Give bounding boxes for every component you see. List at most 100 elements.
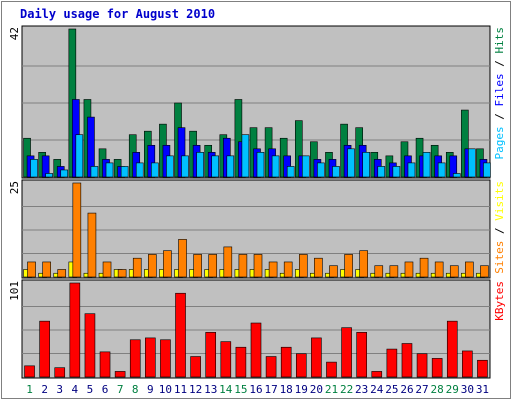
bar-sites-day-22 xyxy=(344,254,353,278)
y-max-label: 42 xyxy=(8,27,21,40)
bar-pages-day-24 xyxy=(377,166,386,178)
bar-kbytes-day-31 xyxy=(477,359,488,378)
legend-entry: Visits xyxy=(493,181,506,221)
bar-sites-day-28 xyxy=(434,261,444,278)
bar-pages-day-16 xyxy=(256,152,265,178)
bar-kbytes-day-19 xyxy=(295,353,307,378)
x-tick-label-day-19: 19 xyxy=(295,383,308,396)
bar-sites-day-11 xyxy=(178,239,187,278)
legend-entry: Pages xyxy=(493,126,506,159)
bar-pages-day-3 xyxy=(60,169,69,178)
x-tick-label-day-21: 21 xyxy=(325,383,338,396)
bar-pages-day-2 xyxy=(45,173,53,178)
x-tick-label-day-22: 22 xyxy=(340,383,353,396)
bar-sites-day-9 xyxy=(148,254,157,278)
bar-sites-day-5 xyxy=(87,212,97,278)
bar-kbytes-day-24 xyxy=(371,371,383,378)
bar-kbytes-day-23 xyxy=(356,332,367,378)
x-tick-label-day-3: 3 xyxy=(56,383,63,396)
panel-hits-files-pages: 42 Pages / Files / Hits xyxy=(8,25,506,179)
legend-kbytes: KBytes xyxy=(493,281,506,321)
bar-kbytes-day-18 xyxy=(280,346,292,378)
bar-sites-day-8 xyxy=(132,257,142,278)
x-tick-label-day-26: 26 xyxy=(400,383,413,396)
bar-sites-day-19 xyxy=(298,254,308,278)
bar-sites-day-3 xyxy=(57,269,67,278)
bar-pages-day-7 xyxy=(120,166,129,178)
bar-pages-day-25 xyxy=(392,166,401,178)
bar-kbytes-day-11 xyxy=(175,292,186,378)
x-tick-label-day-20: 20 xyxy=(310,383,323,396)
legend-entry: Hits xyxy=(493,27,506,54)
bar-sites-day-7 xyxy=(117,269,127,278)
bar-kbytes-day-27 xyxy=(416,353,428,378)
x-tick-label-day-31: 31 xyxy=(476,383,489,396)
bar-kbytes-day-22 xyxy=(341,327,352,378)
legend-entry: / xyxy=(493,107,506,127)
x-tick-label-day-25: 25 xyxy=(385,383,398,396)
bar-sites-day-2 xyxy=(42,261,51,278)
x-tick-label-day-27: 27 xyxy=(415,383,428,396)
bar-pages-day-20 xyxy=(317,162,325,178)
bar-pages-day-13 xyxy=(211,155,220,178)
bar-pages-day-1 xyxy=(30,159,38,178)
bar-sites-day-17 xyxy=(268,261,278,278)
x-tick-label-day-4: 4 xyxy=(72,383,79,396)
bar-kbytes-day-13 xyxy=(205,332,217,378)
bar-pages-day-4 xyxy=(75,134,84,178)
x-tick-label-day-5: 5 xyxy=(87,383,94,396)
bar-sites-day-13 xyxy=(208,254,218,278)
bar-sites-day-4 xyxy=(72,182,82,278)
legend-entry: Sites xyxy=(493,241,506,274)
bar-kbytes-day-20 xyxy=(311,337,322,378)
bar-kbytes-day-21 xyxy=(326,361,337,378)
bar-sites-day-27 xyxy=(419,257,429,278)
bar-kbytes-day-4 xyxy=(69,282,81,378)
x-tick-label-day-23: 23 xyxy=(355,383,368,396)
bar-pages-day-29 xyxy=(452,173,461,178)
bar-pages-day-30 xyxy=(468,148,476,178)
bar-pages-day-31 xyxy=(483,162,491,178)
bar-sites-day-30 xyxy=(465,261,474,278)
bar-sites-day-29 xyxy=(449,265,459,278)
bar-sites-day-16 xyxy=(253,254,263,278)
bar-kbytes-day-1 xyxy=(24,365,35,378)
bar-kbytes-day-28 xyxy=(431,358,443,378)
bar-pages-day-26 xyxy=(407,162,416,178)
x-tick-label-day-11: 11 xyxy=(174,383,187,396)
bar-sites-day-12 xyxy=(193,254,202,278)
x-tick-label-day-7: 7 xyxy=(117,383,124,396)
bar-kbytes-day-6 xyxy=(99,351,111,378)
bar-pages-day-17 xyxy=(271,155,280,178)
legend-entry: KBytes xyxy=(493,281,506,321)
bar-kbytes-day-3 xyxy=(54,367,66,378)
bar-sites-day-18 xyxy=(283,261,293,278)
x-tick-label-day-15: 15 xyxy=(234,383,247,396)
x-tick-label-day-1: 1 xyxy=(26,383,33,396)
x-tick-label-day-9: 9 xyxy=(147,383,154,396)
bar-pages-day-28 xyxy=(437,162,446,178)
x-tick-label-day-2: 2 xyxy=(41,383,48,396)
bar-pages-day-10 xyxy=(166,155,174,178)
bar-pages-day-9 xyxy=(151,162,159,178)
bar-pages-day-8 xyxy=(135,162,144,178)
y-max-label: 101 xyxy=(8,281,21,301)
bar-kbytes-day-30 xyxy=(462,350,473,378)
bar-pages-day-18 xyxy=(286,166,295,178)
x-tick-label-day-17: 17 xyxy=(264,383,277,396)
bar-kbytes-day-25 xyxy=(386,348,398,378)
x-tick-label-day-16: 16 xyxy=(249,383,262,396)
y-max-label: 25 xyxy=(8,181,21,194)
bar-kbytes-day-15 xyxy=(235,346,247,378)
bar-kbytes-day-9 xyxy=(145,337,156,378)
bar-kbytes-day-14 xyxy=(220,341,232,378)
legend-visits-sites: Sites / Visits xyxy=(493,181,506,274)
bar-pages-day-22 xyxy=(347,148,355,178)
bar-pages-day-21 xyxy=(332,166,340,178)
bar-kbytes-day-12 xyxy=(190,356,201,378)
bar-pages-day-5 xyxy=(90,166,99,178)
panel-kbytes: 101 KBytes xyxy=(8,279,506,379)
bar-pages-day-19 xyxy=(301,155,310,178)
